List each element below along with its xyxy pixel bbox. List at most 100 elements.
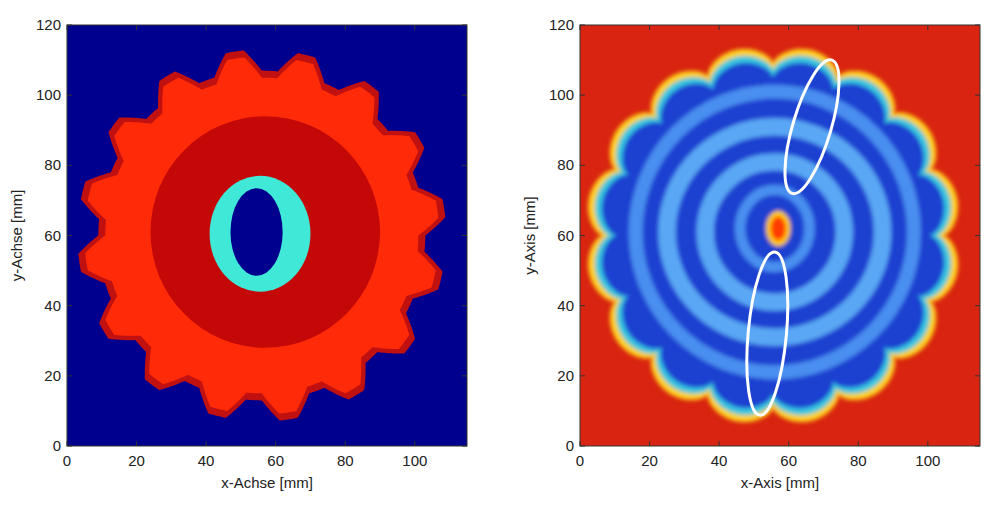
y-tick	[67, 165, 72, 166]
y-tick	[580, 95, 585, 96]
x-tick-top	[206, 25, 207, 30]
y-tick-label: 60	[44, 227, 61, 244]
y-tick-right	[462, 235, 467, 236]
x-tick	[858, 441, 859, 446]
gear-region	[85, 57, 438, 413]
y-tick-right	[975, 375, 980, 376]
ring-region	[636, 92, 914, 373]
y-tick-right	[462, 305, 467, 306]
y-tick-right	[462, 95, 467, 96]
x-tick-top	[788, 25, 789, 30]
x-tick	[136, 441, 137, 446]
x-tick	[580, 441, 581, 446]
y-tick	[580, 305, 585, 306]
y-tick-right	[462, 25, 467, 26]
y-tick-label: 20	[44, 367, 61, 384]
y-tick-label: 80	[557, 156, 574, 173]
x-tick-label: 60	[267, 452, 284, 469]
x-tick-label: 0	[63, 452, 71, 469]
y-tick-label: 20	[557, 367, 574, 384]
x-tick-top	[136, 25, 137, 30]
y-tick	[67, 446, 72, 447]
y-tick-label: 80	[44, 156, 61, 173]
y-tick-label: 120	[36, 16, 61, 33]
x-tick-top	[649, 25, 650, 30]
plot-area	[67, 25, 467, 446]
y-tick	[580, 165, 585, 166]
y-tick-right	[975, 446, 980, 447]
plot-frame	[580, 25, 980, 446]
x-tick	[414, 441, 415, 446]
gear-region	[78, 50, 445, 420]
ring-region	[667, 127, 883, 338]
x-tick	[67, 441, 68, 446]
ellipse-region	[210, 176, 311, 292]
x-tick-top	[858, 25, 859, 30]
y-tick-right	[462, 375, 467, 376]
x-tick-top	[67, 25, 68, 30]
y-tick	[67, 375, 72, 376]
x-tick-top	[927, 25, 928, 30]
y-tick-right	[975, 25, 980, 26]
plot-area	[580, 25, 980, 446]
x-tick-top	[580, 25, 581, 30]
y-tick	[580, 25, 585, 26]
y-tick-label: 0	[566, 437, 574, 454]
x-tick-label: 80	[850, 452, 867, 469]
x-tick-label: 40	[711, 452, 728, 469]
ellipse-region	[771, 217, 786, 241]
ring-region	[740, 190, 810, 267]
y-tick-right	[975, 95, 980, 96]
y-tick-label: 120	[549, 16, 574, 33]
regions	[78, 50, 445, 420]
y-tick-label: 60	[557, 227, 574, 244]
y-tick-label: 40	[557, 297, 574, 314]
y-tick-label: 0	[53, 437, 61, 454]
ellipse-region	[230, 188, 282, 276]
y-tick-right	[975, 305, 980, 306]
y-tick	[580, 375, 585, 376]
y-tick	[67, 305, 72, 306]
plot-frame	[67, 25, 467, 446]
y-tick-right	[975, 165, 980, 166]
y-tick-right	[462, 446, 467, 447]
ellipse-region	[766, 211, 790, 246]
ring-region	[705, 162, 844, 302]
x-tick-label: 20	[128, 452, 145, 469]
x-tick	[649, 441, 650, 446]
y-tick-right	[462, 165, 467, 166]
annotation-ellipse	[741, 250, 794, 417]
x-tick-label: 80	[337, 452, 354, 469]
y-axis-label: y-Axis [mm]	[521, 196, 538, 274]
x-tick-label: 100	[915, 452, 940, 469]
x-tick	[927, 441, 928, 446]
y-tick	[67, 95, 72, 96]
x-tick	[345, 441, 346, 446]
figure: 020406080100020406080100120x-Achse [mm]y…	[0, 0, 1000, 516]
y-tick-label: 100	[549, 86, 574, 103]
x-tick-label: 100	[402, 452, 427, 469]
ellipse-region	[150, 116, 380, 348]
x-tick	[719, 441, 720, 446]
y-axis-label: y-Achse [mm]	[8, 190, 25, 282]
x-tick	[788, 441, 789, 446]
x-tick-top	[414, 25, 415, 30]
x-tick-label: 60	[780, 452, 797, 469]
x-axis-label: x-Axis [mm]	[741, 474, 819, 491]
y-tick	[67, 25, 72, 26]
y-tick-label: 100	[36, 86, 61, 103]
y-tick-label: 40	[44, 297, 61, 314]
x-tick-label: 40	[198, 452, 215, 469]
y-tick	[580, 235, 585, 236]
scallop-region	[602, 63, 945, 408]
background	[580, 25, 980, 446]
y-tick	[67, 235, 72, 236]
regions	[588, 49, 958, 422]
x-tick	[206, 441, 207, 446]
scallop-region	[595, 56, 951, 415]
x-tick	[275, 441, 276, 446]
y-tick-right	[975, 235, 980, 236]
x-tick-top	[719, 25, 720, 30]
x-tick-top	[275, 25, 276, 30]
x-tick-label: 20	[641, 452, 658, 469]
